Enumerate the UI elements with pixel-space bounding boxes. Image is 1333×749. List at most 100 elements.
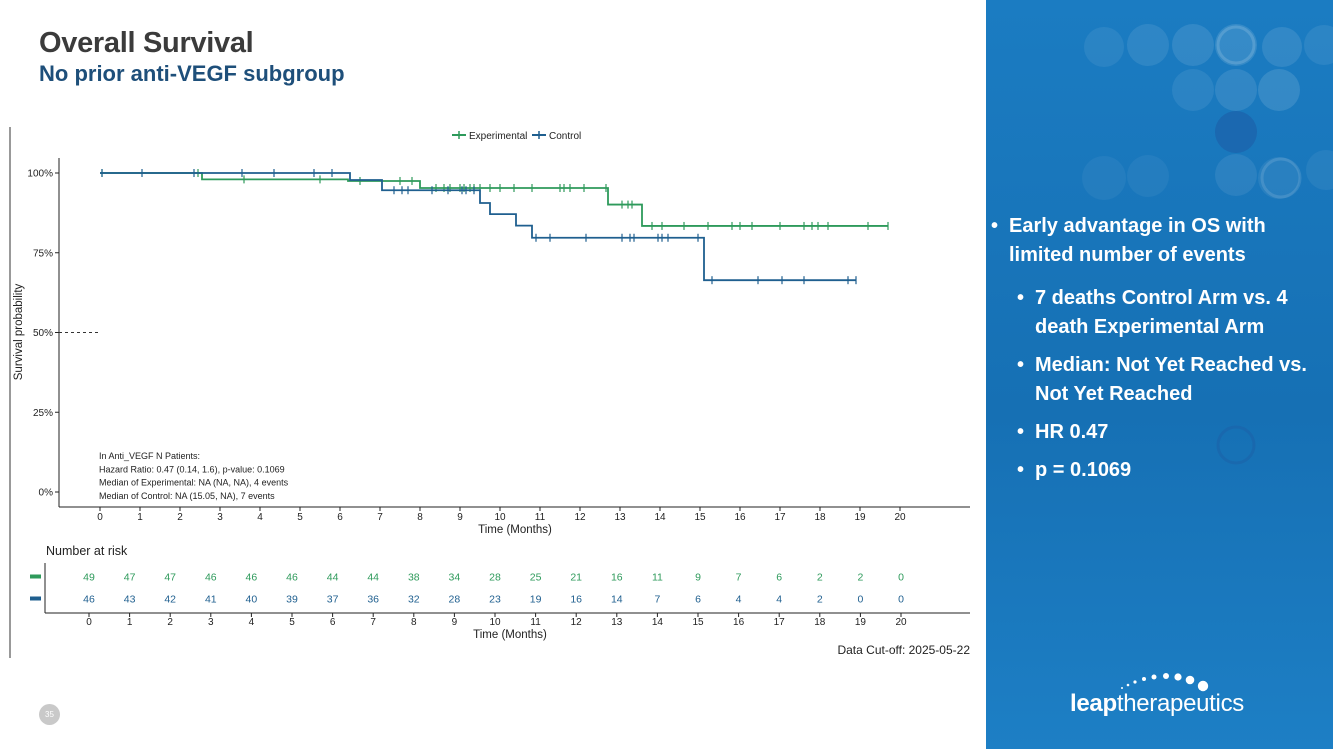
risk-x-tick-label: 6 (330, 617, 336, 628)
risk-count-control: 41 (205, 594, 217, 606)
x-tick-label: 5 (297, 512, 303, 523)
risk-count-control: 42 (164, 594, 176, 606)
y-tick-label: 50% (33, 328, 53, 339)
page-number: 35 (39, 704, 60, 725)
risk-row-marker-control (30, 596, 41, 601)
risk-x-tick-label: 15 (692, 617, 704, 628)
bullet-item: • Median: Not Yet Reached vs. Not Yet Re… (986, 351, 1326, 409)
risk-count-experimental: 38 (408, 572, 420, 584)
risk-count-control: 39 (286, 594, 298, 606)
x-axis-label: Time (Months) (478, 524, 552, 536)
risk-count-experimental: 46 (286, 572, 298, 584)
risk-count-experimental: 2 (857, 572, 863, 584)
risk-x-tick-label: 10 (489, 617, 501, 628)
risk-x-tick-label: 3 (208, 617, 214, 628)
x-tick-label: 10 (494, 512, 506, 523)
y-tick-label: 25% (33, 408, 53, 419)
risk-count-control: 2 (817, 594, 823, 606)
legend-label-control: Control (549, 131, 581, 142)
risk-count-experimental: 6 (776, 572, 782, 584)
risk-x-tick-label: 5 (289, 617, 295, 628)
risk-count-control: 23 (489, 594, 501, 606)
risk-x-tick-label: 0 (86, 617, 92, 628)
risk-count-experimental: 7 (736, 572, 742, 584)
km-chart: Experimental Control 0% 25% 50% 75% 100% Surviv… (9, 127, 970, 658)
risk-count-experimental: 47 (164, 572, 176, 584)
risk-count-experimental: 28 (489, 572, 501, 584)
bullet-item: • p = 0.1069 (986, 456, 1326, 485)
risk-count-control: 0 (898, 594, 904, 606)
legend-label-experimental: Experimental (469, 131, 527, 142)
x-tick-label: 0 (97, 512, 103, 523)
stats-annotation-line: Median of Experimental: NA (NA, NA), 4 e… (99, 478, 289, 488)
risk-count-control: 6 (695, 594, 701, 606)
bullet-dot: • (1017, 287, 1025, 309)
risk-table-title: Number at risk (46, 544, 128, 558)
x-tick-label: 4 (257, 512, 263, 523)
risk-count-control: 0 (857, 594, 863, 606)
risk-row-marker-experimental (30, 574, 41, 579)
stats-annotation-line: Median of Control: NA (15.05, NA), 7 eve… (99, 491, 275, 501)
y-tick-label: 75% (33, 248, 53, 259)
x-tick-label: 11 (535, 512, 546, 523)
bullet-item: • Early advantage in OS with limited num… (986, 212, 1326, 270)
risk-x-tick-label: 4 (249, 617, 255, 628)
risk-count-control: 43 (124, 594, 136, 606)
risk-count-experimental: 16 (611, 572, 623, 584)
risk-count-experimental: 2 (817, 572, 823, 584)
bullet-text: 7 deaths Control Arm vs. 4 death Experim… (1035, 287, 1288, 338)
x-tick-label: 18 (814, 512, 826, 523)
risk-count-experimental: 49 (83, 572, 95, 584)
slide-title: Overall Survival (39, 27, 254, 59)
sidebar-panel: • Early advantage in OS with limited num… (986, 0, 1333, 749)
risk-count-control: 14 (611, 594, 623, 606)
decorative-bubbles (1082, 24, 1333, 465)
x-tick-label: 15 (694, 512, 706, 523)
risk-x-tick-label: 18 (814, 617, 826, 628)
risk-count-control: 40 (246, 594, 258, 606)
x-tick-label: 3 (217, 512, 223, 523)
risk-count-control: 28 (449, 594, 461, 606)
risk-count-control: 4 (736, 594, 742, 606)
bullet-dot: • (1017, 459, 1025, 481)
x-tick-label: 1 (137, 512, 143, 523)
risk-x-tick-label: 20 (895, 617, 907, 628)
x-tick-label: 9 (457, 512, 463, 523)
risk-count-experimental: 9 (695, 572, 701, 584)
data-cutoff-note: Data Cut-off: 2025-05-22 (837, 643, 970, 657)
risk-count-experimental: 11 (652, 572, 663, 584)
bullet-text: p = 0.1069 (1035, 459, 1132, 481)
x-tick-label: 20 (894, 512, 906, 523)
risk-count-experimental: 34 (449, 572, 461, 584)
risk-count-experimental: 44 (327, 572, 339, 584)
key-findings: • Early advantage in OS with limited num… (986, 212, 1326, 494)
risk-x-tick-label: 12 (571, 617, 583, 628)
risk-x-tick-label: 2 (167, 617, 173, 628)
x-tick-label: 16 (734, 512, 746, 523)
km-curve-experimental (100, 172, 888, 227)
risk-count-experimental: 21 (570, 572, 582, 584)
risk-count-experimental: 44 (367, 572, 379, 584)
x-tick-label: 2 (177, 512, 183, 523)
bullet-dot: • (991, 215, 999, 237)
y-axis-label: Survival probability (13, 283, 25, 380)
x-tick-label: 14 (654, 512, 666, 523)
bullet-dot: • (1017, 354, 1025, 376)
stats-annotation-line: Hazard Ratio: 0.47 (0.14, 1.6), p-value:… (99, 464, 285, 474)
x-tick-label: 7 (377, 512, 383, 523)
bullet-text: Median: Not Yet Reached vs. Not Yet Reac… (1035, 354, 1307, 405)
km-curve-control (100, 172, 856, 282)
risk-count-experimental: 47 (124, 572, 136, 584)
risk-x-tick-label: 13 (611, 617, 623, 628)
risk-x-axis-label: Time (Months) (473, 629, 547, 641)
bullet-dot: • (1017, 421, 1025, 443)
risk-count-control: 32 (408, 594, 420, 606)
risk-x-tick-label: 11 (530, 617, 541, 628)
risk-count-control: 7 (654, 594, 660, 606)
y-tick-label: 100% (27, 169, 53, 180)
risk-count-control: 4 (776, 594, 782, 606)
risk-count-control: 36 (367, 594, 379, 606)
risk-count-control: 19 (530, 594, 542, 606)
x-tick-label: 8 (417, 512, 423, 523)
risk-count-experimental: 46 (205, 572, 217, 584)
